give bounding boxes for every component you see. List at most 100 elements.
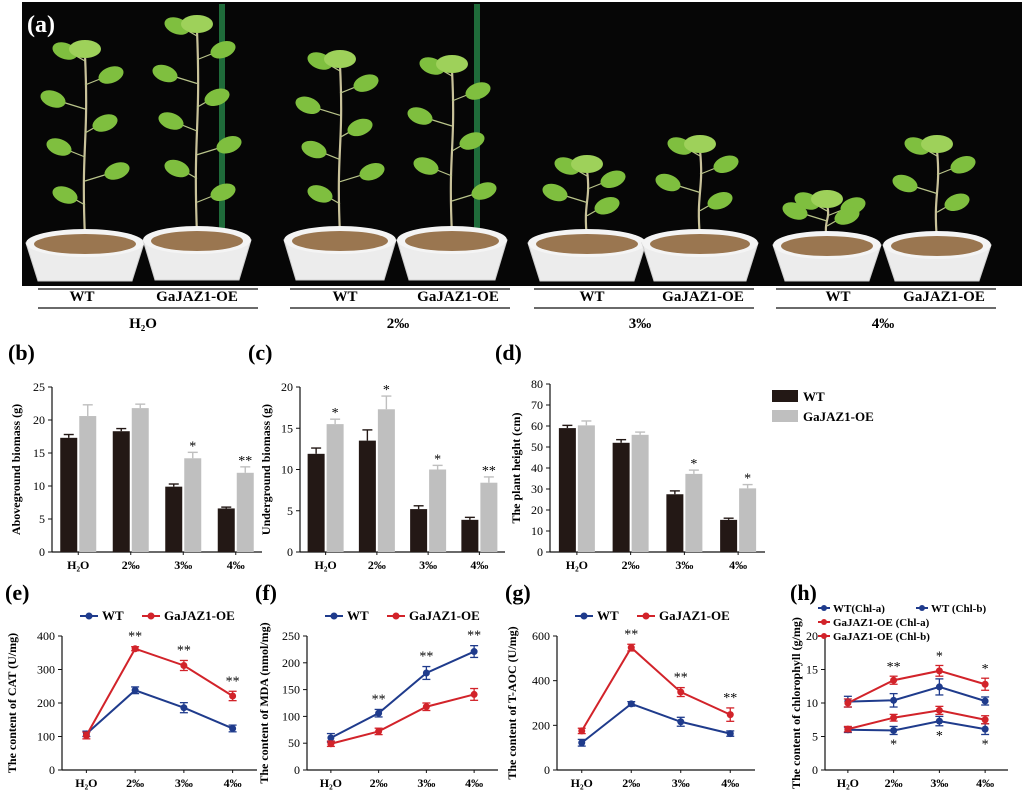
soil-5	[650, 234, 750, 254]
y-tick-label-d-5: 50	[531, 440, 543, 454]
x-tick-label-h-2: 3‰	[930, 776, 948, 790]
chart-f: (f) 0 50 100 150 200 250 The content of MDA (nm…	[255, 580, 498, 790]
legend-label-d-0: WT	[803, 389, 825, 404]
bar-c-s1-1	[377, 409, 395, 552]
data-point-h-1-1	[890, 726, 898, 734]
treatment-group-2: WT GaJAZ1-OE 2‰	[290, 288, 510, 332]
bar-c-s0-3	[461, 519, 479, 552]
significance-b-2: *	[189, 439, 196, 454]
legend-label-g-1: GaJAZ1-OE	[659, 608, 730, 623]
leaf-4-2	[542, 183, 568, 202]
leaf-1-3	[204, 88, 230, 106]
significance-b-3: **	[238, 454, 252, 469]
leaf-1-7	[210, 183, 236, 201]
significance-c-1: *	[383, 383, 390, 398]
oe-label-2: GaJAZ1-OE	[417, 289, 499, 305]
significance-d-2: *	[690, 457, 697, 472]
treatment-label-2: 2‰	[387, 316, 410, 332]
treatment-label-4: 4‰	[872, 316, 895, 332]
top-leaf-4	[571, 155, 603, 173]
y-tick-label-g-3: 600	[532, 629, 550, 643]
data-point-h-1-3	[981, 725, 989, 733]
bar-b-s1-1	[131, 408, 149, 552]
soil-1	[151, 231, 243, 251]
chart-b: (b) 0 5 10 15 20 25 Aboveground biomass (g) H₂O 2…	[8, 340, 262, 572]
x-tick-label-f-1: 2‰	[370, 776, 388, 790]
x-tick-label-f-0: H₂O	[320, 776, 342, 790]
bar-d-s0-2	[666, 494, 684, 552]
significance-e-2: **	[226, 674, 240, 689]
stem-2	[337, 64, 343, 236]
y-tick-label-e-4: 400	[37, 629, 55, 643]
y-tick-label-d-0: 0	[537, 545, 543, 559]
x-tick-label-h-0: H₂O	[837, 776, 859, 790]
soil-0	[34, 234, 136, 254]
data-point-g-0-0	[578, 739, 586, 747]
y-tick-label-f-3: 150	[282, 683, 300, 697]
panel-tag-g: (g)	[505, 580, 531, 605]
significance-g-1: **	[674, 671, 688, 686]
y-tick-label-e-0: 0	[49, 763, 55, 777]
y-tick-label-c-1: 5	[287, 504, 293, 518]
y-axis-label-b: Aboveground biomass (g)	[9, 404, 23, 535]
leaf-2-3	[347, 118, 373, 137]
data-point-h-3-2	[935, 706, 943, 714]
y-tick-label-f-5: 250	[282, 629, 300, 643]
legend-label-h-3: GaJAZ1-OE (Chl-b)	[833, 631, 930, 643]
leaf-2-1	[353, 74, 379, 92]
soil-6	[781, 236, 873, 256]
data-point-e-1-0	[82, 731, 90, 739]
y-tick-label-h-1: 5	[812, 730, 818, 744]
top-leaf-5	[684, 135, 716, 153]
chart-d: (d) 0 10 20 30 40 50 60 70 80 The plant height (cm…	[495, 340, 874, 572]
bar-c-s0-0	[307, 453, 325, 552]
bar-b-s1-0	[79, 416, 97, 552]
legend-marker-h-0	[821, 605, 827, 611]
stake-1	[219, 4, 225, 240]
bar-d-s1-0	[577, 425, 595, 552]
data-point-h-2-1	[890, 676, 898, 684]
y-tick-label-f-1: 50	[288, 736, 300, 750]
y-tick-label-b-4: 20	[33, 413, 45, 427]
data-point-f-1-2	[422, 703, 430, 711]
panel-a-labels: (a) WT GaJAZ1-OE H₂O WT GaJAZ1-OE 2‰ WT …	[27, 12, 996, 332]
y-tick-label-d-1: 10	[531, 524, 543, 538]
panel-tag-b: (b)	[8, 340, 35, 365]
significance-g-0: **	[624, 627, 638, 642]
bar-d-s0-0	[558, 428, 576, 552]
leaf-0-4	[46, 138, 72, 156]
oe-label-h2o: GaJAZ1-OE	[156, 289, 238, 305]
data-point-e-1-3	[229, 692, 237, 700]
treatment-group-h2o: WT GaJAZ1-OE H₂O	[38, 288, 258, 332]
legend-label-g-0: WT	[597, 608, 619, 623]
y-axis-label-h: The content of chlorophyll (g/mg)	[789, 617, 803, 789]
x-tick-label-e-3: 4‰	[224, 776, 242, 790]
x-tick-label-h-1: 2‰	[885, 776, 903, 790]
stake-3	[474, 4, 480, 240]
y-tick-label-d-4: 40	[531, 461, 543, 475]
data-point-g-0-2	[677, 718, 685, 726]
panel-tag-f: (f)	[255, 580, 277, 605]
soil-7	[891, 236, 983, 256]
legend-label-f-0: WT	[347, 608, 369, 623]
data-point-f-1-3	[470, 690, 478, 698]
bar-d-s1-1	[631, 434, 649, 552]
top-leaf-1	[181, 15, 213, 33]
data-point-h-0-3	[981, 697, 989, 705]
y-tick-label-b-5: 25	[33, 380, 45, 394]
legend-marker-f-0	[330, 612, 338, 620]
leaf-7-1	[950, 156, 976, 174]
significance-h-4: *	[936, 729, 943, 744]
leaf-0-5	[104, 162, 130, 180]
bar-d-s1-3	[739, 488, 757, 552]
y-tick-label-g-1: 200	[532, 718, 550, 732]
wt-label-4: WT	[825, 289, 850, 305]
data-point-e-1-2	[180, 661, 188, 669]
y-tick-label-b-0: 0	[39, 545, 45, 559]
legend-label-h-2: GaJAZ1-OE (Chl-a)	[833, 617, 930, 629]
y-tick-label-c-3: 15	[281, 421, 293, 435]
leaf-0-1	[98, 66, 124, 84]
leaf-3-2	[407, 107, 433, 125]
data-point-e-0-2	[180, 704, 188, 712]
y-tick-label-d-7: 70	[531, 398, 543, 412]
